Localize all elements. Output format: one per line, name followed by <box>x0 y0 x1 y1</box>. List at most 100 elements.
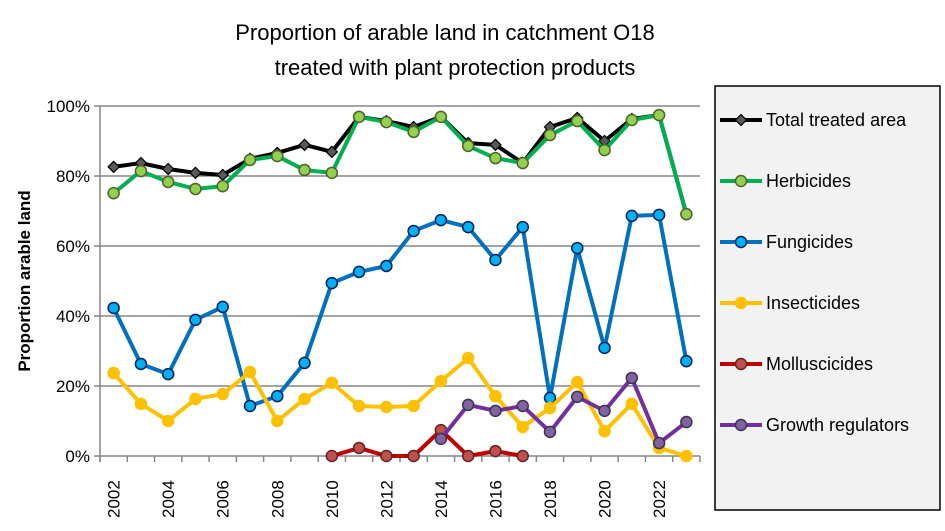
data-point <box>407 449 420 463</box>
data-point <box>598 143 611 157</box>
legend-marker <box>734 296 748 310</box>
data-point <box>380 400 393 414</box>
data-point <box>434 213 448 227</box>
legend-label: Fungicides <box>766 232 853 252</box>
series-line <box>111 212 689 408</box>
data-point <box>461 139 475 153</box>
data-point <box>243 365 257 379</box>
data-point <box>571 390 584 404</box>
data-point <box>216 300 229 314</box>
data-point <box>243 399 257 413</box>
data-point <box>352 441 366 455</box>
data-point <box>516 399 529 413</box>
data-point <box>652 208 666 222</box>
legend-marker <box>734 418 748 432</box>
legend-marker <box>734 357 748 371</box>
data-point <box>325 166 339 180</box>
x-tick-label: 2012 <box>377 480 396 518</box>
series-fungicides <box>107 208 693 413</box>
data-point <box>543 128 557 142</box>
data-point <box>107 366 120 380</box>
legend-marker <box>734 235 748 249</box>
data-point <box>461 449 475 463</box>
data-point <box>161 175 175 189</box>
data-point <box>298 392 311 406</box>
data-point <box>189 166 202 180</box>
y-tick-label: 60% <box>56 237 90 256</box>
legend-label: Insecticides <box>766 293 860 313</box>
legend-item: Insecticides <box>720 293 860 313</box>
data-point <box>325 449 339 463</box>
series-line <box>439 375 688 446</box>
data-point <box>598 341 611 355</box>
data-point <box>325 276 339 290</box>
data-point <box>680 354 693 368</box>
series-insecticides <box>107 351 693 463</box>
data-point <box>325 376 339 390</box>
data-point <box>680 207 693 221</box>
series-line <box>112 113 689 215</box>
data-point <box>543 425 557 439</box>
data-point <box>434 110 448 124</box>
data-point <box>298 356 311 370</box>
data-point <box>161 414 175 428</box>
data-point <box>134 164 148 178</box>
y-axis-label: Proportion arable land <box>15 190 34 371</box>
data-point <box>271 149 284 163</box>
data-point <box>352 110 366 124</box>
data-point <box>571 241 584 255</box>
legend-item: Molluscicides <box>720 354 873 374</box>
data-point <box>516 220 529 234</box>
legend-item: Herbicides <box>720 171 851 191</box>
data-point <box>325 145 339 159</box>
data-point <box>243 153 257 167</box>
data-point <box>407 399 420 413</box>
data-point <box>380 449 393 463</box>
data-point <box>352 399 366 413</box>
axes: 0% 20% 40% 60% 80% 100% 2002 2004 2006 2008 2010 20… <box>47 97 701 518</box>
data-point <box>134 397 148 411</box>
data-point <box>161 367 175 381</box>
data-point <box>516 449 529 463</box>
data-point <box>652 108 666 122</box>
data-point <box>107 160 120 174</box>
legend-item: Total treated area <box>720 110 907 130</box>
data-point <box>680 415 693 429</box>
legend-item: Growth regulators <box>720 415 909 435</box>
data-point <box>189 182 202 196</box>
data-point <box>461 398 475 412</box>
data-point <box>352 265 366 279</box>
legend-label: Growth regulators <box>766 415 909 435</box>
x-tick-label: 2006 <box>214 480 233 518</box>
data-point <box>489 389 502 403</box>
data-point <box>134 357 148 371</box>
data-point <box>434 432 448 446</box>
legend-label: Molluscicides <box>766 354 873 374</box>
x-tick-label: 2008 <box>268 480 287 518</box>
series-line <box>112 356 687 458</box>
data-point <box>598 424 611 438</box>
data-point <box>489 253 502 267</box>
x-tick-label: 2014 <box>432 480 451 518</box>
data-point <box>516 420 529 434</box>
data-point <box>489 444 502 458</box>
series-growth-regulators <box>434 371 693 450</box>
data-point <box>516 156 529 170</box>
series-line <box>113 113 689 215</box>
chart-title-line-2: treated with plant protection products <box>275 55 636 80</box>
legend-label: Total treated area <box>766 110 907 130</box>
x-tick-label: 2004 <box>159 480 178 518</box>
x-tick-label: 2020 <box>596 480 615 518</box>
data-point <box>380 115 393 129</box>
data-point <box>543 401 557 415</box>
x-tick-label: 2002 <box>105 480 124 518</box>
data-point <box>271 414 284 428</box>
data-point <box>625 113 639 127</box>
x-tick-label: 2022 <box>650 480 669 518</box>
data-point <box>571 114 584 128</box>
data-point <box>489 404 502 418</box>
data-point <box>271 389 284 403</box>
data-point <box>298 163 311 177</box>
legend-label: Herbicides <box>766 171 851 191</box>
